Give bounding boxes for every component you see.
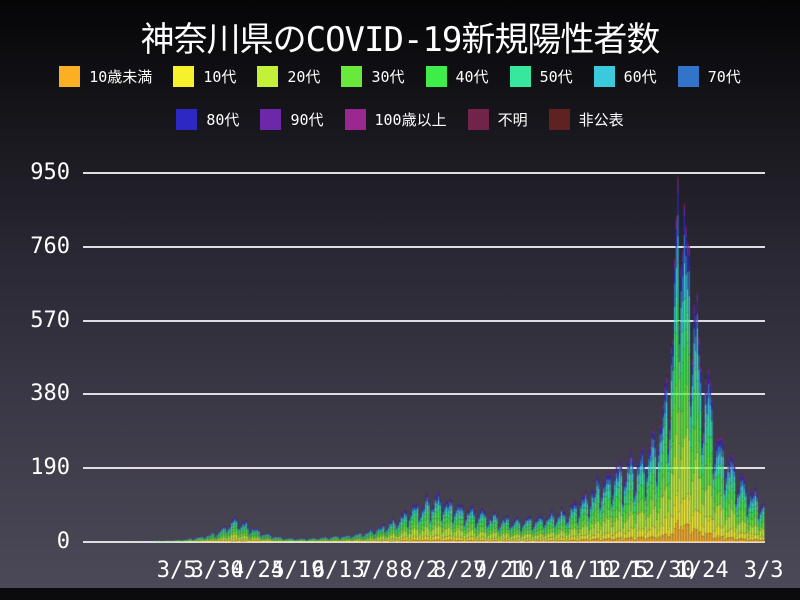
- x-tick-label: 10/16: [507, 558, 574, 583]
- x-tick-label: 4/24: [231, 558, 284, 583]
- x-tick-label: 12/30: [628, 558, 695, 583]
- footer-bar: [0, 588, 800, 600]
- x-tick-label: 8/2: [399, 558, 440, 583]
- x-tick-label: 1/24: [675, 558, 729, 583]
- x-tick-label: 6/13: [311, 558, 365, 583]
- x-tick-label: 7/8: [358, 558, 399, 583]
- x-tick-label: 11/10: [547, 558, 615, 583]
- x-tick-label: 8/27: [433, 558, 487, 583]
- x-tick-label: 9/21: [473, 558, 527, 583]
- x-tick-label: 5/19: [271, 558, 325, 583]
- x-tick-label: 3/5: [156, 558, 197, 583]
- x-tick-label: 3/3: [743, 558, 784, 583]
- x-tick-label: 3/30: [190, 558, 244, 583]
- x-tick-label: 12/5: [594, 558, 648, 583]
